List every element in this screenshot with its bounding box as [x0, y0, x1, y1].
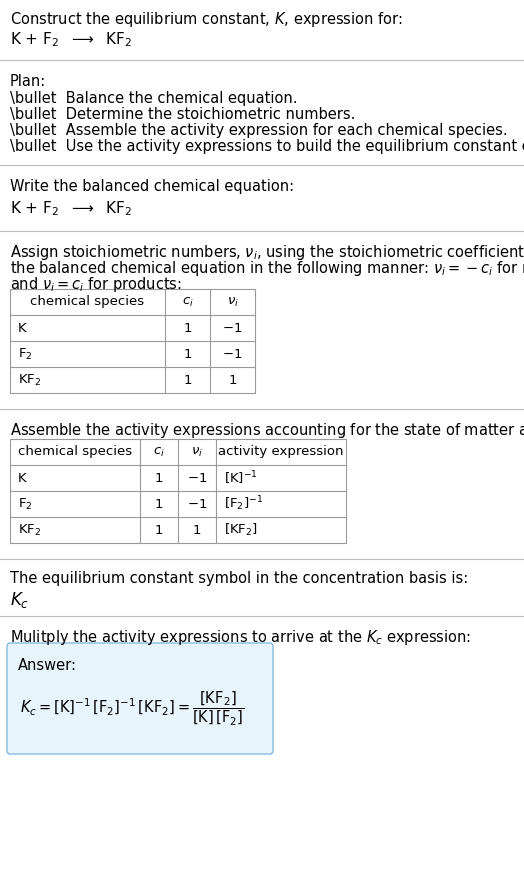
Text: $c_i$: $c_i$ [182, 295, 193, 308]
Text: chemical species: chemical species [18, 445, 132, 459]
Text: $K_c = [\mathrm{K}]^{-1}\,[\mathrm{F_2}]^{-1}\,[\mathrm{KF_2}] = \dfrac{[\mathrm: $K_c = [\mathrm{K}]^{-1}\,[\mathrm{F_2}]… [20, 689, 245, 727]
Text: KF$_2$: KF$_2$ [18, 372, 41, 388]
Text: 1: 1 [155, 471, 163, 485]
Text: $c_i$: $c_i$ [153, 445, 165, 459]
Text: $K_c$: $K_c$ [10, 590, 29, 610]
Text: $\nu_i$: $\nu_i$ [226, 295, 238, 308]
Text: $1$: $1$ [192, 524, 202, 536]
Text: Write the balanced chemical equation:: Write the balanced chemical equation: [10, 179, 294, 194]
Text: $[\mathrm{KF_2}]$: $[\mathrm{KF_2}]$ [224, 522, 258, 538]
Text: K: K [18, 471, 27, 485]
Text: $-1$: $-1$ [222, 348, 243, 361]
Text: 1: 1 [155, 498, 163, 510]
Text: \bullet  Use the activity expressions to build the equilibrium constant expressi: \bullet Use the activity expressions to … [10, 139, 524, 154]
Text: Answer:: Answer: [18, 658, 77, 673]
Text: $[\mathrm{F_2}]^{-1}$: $[\mathrm{F_2}]^{-1}$ [224, 494, 263, 513]
Text: 1: 1 [183, 373, 192, 387]
Text: 1: 1 [155, 524, 163, 536]
Text: Plan:: Plan: [10, 74, 46, 89]
Bar [10, 439, 346, 543]
Text: \bullet  Assemble the activity expression for each chemical species.: \bullet Assemble the activity expression… [10, 123, 508, 138]
Bar [10, 289, 255, 393]
Text: 1: 1 [183, 322, 192, 334]
Text: $-1$: $-1$ [187, 471, 207, 485]
Text: \bullet  Determine the stoichiometric numbers.: \bullet Determine the stoichiometric num… [10, 107, 355, 122]
Text: and $\nu_i = c_i$ for products:: and $\nu_i = c_i$ for products: [10, 275, 182, 294]
Text: KF$_2$: KF$_2$ [18, 523, 41, 538]
Text: Assign stoichiometric numbers, $\nu_i$, using the stoichiometric coefficients, $: Assign stoichiometric numbers, $\nu_i$, … [10, 243, 524, 262]
Text: $-1$: $-1$ [187, 498, 207, 510]
Text: 1: 1 [183, 348, 192, 361]
Text: \bullet  Balance the chemical equation.: \bullet Balance the chemical equation. [10, 91, 298, 106]
Text: $-1$: $-1$ [222, 322, 243, 334]
Text: Mulitply the activity expressions to arrive at the $K_c$ expression:: Mulitply the activity expressions to arr… [10, 628, 471, 647]
Text: $1$: $1$ [228, 373, 237, 387]
Text: the balanced chemical equation in the following manner: $\nu_i = -c_i$ for react: the balanced chemical equation in the fo… [10, 259, 524, 278]
Text: activity expression: activity expression [219, 445, 344, 459]
Text: The equilibrium constant symbol in the concentration basis is:: The equilibrium constant symbol in the c… [10, 571, 468, 586]
FancyBboxPatch shape [7, 643, 273, 754]
Text: K + F$_2$  $\longrightarrow$  KF$_2$: K + F$_2$ $\longrightarrow$ KF$_2$ [10, 30, 133, 49]
Text: $[\mathrm{K}]^{-1}$: $[\mathrm{K}]^{-1}$ [224, 469, 258, 487]
Text: F$_2$: F$_2$ [18, 496, 32, 511]
Text: F$_2$: F$_2$ [18, 347, 32, 362]
Text: Assemble the activity expressions accounting for the state of matter and $\nu_i$: Assemble the activity expressions accoun… [10, 421, 524, 440]
Text: $\nu_i$: $\nu_i$ [191, 445, 203, 459]
Text: K + F$_2$  $\longrightarrow$  KF$_2$: K + F$_2$ $\longrightarrow$ KF$_2$ [10, 199, 133, 218]
Text: K: K [18, 322, 27, 334]
Text: chemical species: chemical species [30, 295, 145, 308]
Text: Construct the equilibrium constant, $K$, expression for:: Construct the equilibrium constant, $K$,… [10, 10, 402, 29]
